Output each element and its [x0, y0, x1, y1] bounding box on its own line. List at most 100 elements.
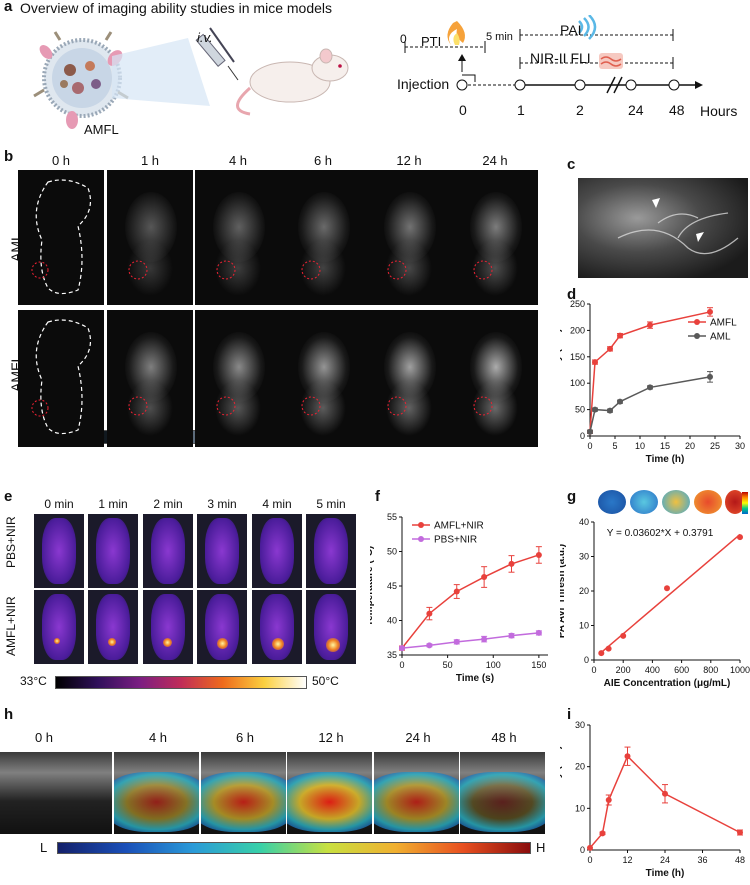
time-label: 6 h [313, 153, 333, 168]
y-tick-label: 0 [580, 431, 585, 441]
panel-letter-b: b [4, 148, 14, 165]
thermal-image [252, 514, 302, 588]
x-axis-label: Time (h) [646, 454, 685, 465]
legend-label: AMFL+NIR [434, 521, 484, 532]
data-point [624, 753, 631, 760]
pa-image [0, 752, 112, 834]
y-tick-label: 200 [570, 325, 585, 335]
x-tick-label: 200 [616, 665, 631, 675]
hours-label: Hours [700, 103, 738, 119]
data-point [587, 844, 593, 851]
injection-route-label: i.v. [197, 30, 213, 45]
panel-letter-a: a [4, 0, 13, 15]
fluorescence-image [195, 170, 281, 305]
data-point [617, 332, 623, 339]
pa-colorbar-high-label: H [536, 840, 546, 855]
chart-f: 0 50 100 150 35 40 45 50 55 Time (s) Temperature (… [370, 512, 548, 684]
temp-low-label: 33°C [20, 674, 47, 688]
data-point [599, 830, 606, 837]
arrowhead-marker [652, 198, 660, 208]
x-axis-label: Time (h) [646, 868, 685, 879]
data-point [481, 574, 488, 581]
y-tick-label: 20 [575, 762, 585, 772]
schematic-illustration [33, 27, 349, 129]
row-label-amfl-nir: AMFL+NIR [4, 596, 18, 656]
legend-marker [694, 319, 700, 325]
y-tick-label: 20 [579, 586, 589, 596]
legend-label: PBS+NIR [434, 535, 477, 546]
y-tick-label: 30 [575, 720, 585, 730]
temp-high-label: 50°C [312, 674, 339, 688]
data-point [508, 560, 515, 567]
pti-label: PTI [421, 34, 442, 49]
y-axis-label: Temperature (°C) [370, 546, 375, 627]
fluorescence-image [280, 170, 366, 305]
y-tick-label: 100 [570, 378, 585, 388]
time-label: 4 h [228, 153, 248, 168]
data-point [605, 645, 612, 652]
x-tick-label: 5 [612, 441, 617, 451]
thermal-image [143, 590, 193, 664]
series-line [589, 311, 711, 432]
fluorescence-icon [599, 53, 623, 69]
panel-a-title: Overview of imaging ability studies in m… [20, 0, 333, 16]
series-line [401, 632, 539, 649]
y-tick-label: 30 [579, 552, 589, 562]
time-label: 4 min [262, 497, 292, 511]
data-point [737, 534, 743, 541]
x-tick-label: 15 [660, 441, 670, 451]
timeline-diagram [404, 15, 703, 94]
x-tick-label: 0 [587, 441, 592, 451]
arrowhead-marker [696, 232, 704, 242]
time-label: 24 h [482, 153, 508, 168]
thermal-image [88, 514, 138, 588]
legend-label: AMFL [710, 318, 737, 329]
injection-label: Injection [397, 76, 450, 92]
panel-letter-g: g [567, 488, 577, 505]
fluorescence-image [107, 310, 193, 447]
data-point [399, 645, 405, 652]
y-tick-label: 40 [387, 616, 397, 626]
x-tick-label: 10 [635, 441, 645, 451]
series-line [589, 754, 741, 849]
time-label: 1 min [98, 497, 128, 511]
chart-d: 0 5 10 15 20 25 30 0 50 100 150 200 250 Time (h) FL in… [560, 299, 745, 465]
thermal-image [34, 514, 84, 588]
colorbar-temperature [55, 676, 307, 689]
row-label-pbs: PBS+NIR [4, 516, 18, 568]
y-tick-label: 55 [387, 512, 397, 522]
panel-letter-f: f [375, 488, 380, 505]
data-point [453, 588, 460, 595]
data-point [737, 829, 743, 836]
y-tick-label: 50 [387, 547, 397, 557]
timeline-tick-label: 2 [576, 102, 584, 118]
x-tick-label: 0 [591, 665, 596, 675]
time-label: 3 min [207, 497, 237, 511]
x-tick-label: 600 [674, 665, 689, 675]
x-axis-label: AIE Concentration (μg/mL) [604, 678, 731, 689]
x-tick-label: 0 [587, 855, 592, 865]
timeline-tick-label: 48 [669, 102, 685, 118]
thermal-image [197, 514, 247, 588]
x-tick-label: 48 [735, 855, 745, 865]
data-point [662, 790, 668, 797]
fit-equation-label: Y = 0.03602*X + 0.3791 [607, 528, 714, 539]
x-tick-label: 0 [399, 660, 404, 670]
data-point [620, 632, 627, 639]
x-tick-label: 1000 [730, 665, 750, 675]
y-tick-label: 150 [570, 352, 585, 362]
data-point [617, 398, 623, 405]
data-point [592, 406, 598, 413]
panel-letter-c: c [567, 156, 576, 173]
time-label: 4 h [148, 730, 168, 745]
thermal-image [143, 514, 193, 588]
data-point [707, 308, 713, 315]
fluorescence-image [280, 310, 366, 447]
pa-mini-colorbar [742, 492, 748, 514]
series-line [589, 376, 711, 432]
data-point [535, 629, 542, 636]
x-tick-label: 36 [697, 855, 707, 865]
thermal-image [252, 590, 302, 664]
time-label: 48 h [491, 730, 517, 745]
fluorescence-image [107, 170, 193, 305]
